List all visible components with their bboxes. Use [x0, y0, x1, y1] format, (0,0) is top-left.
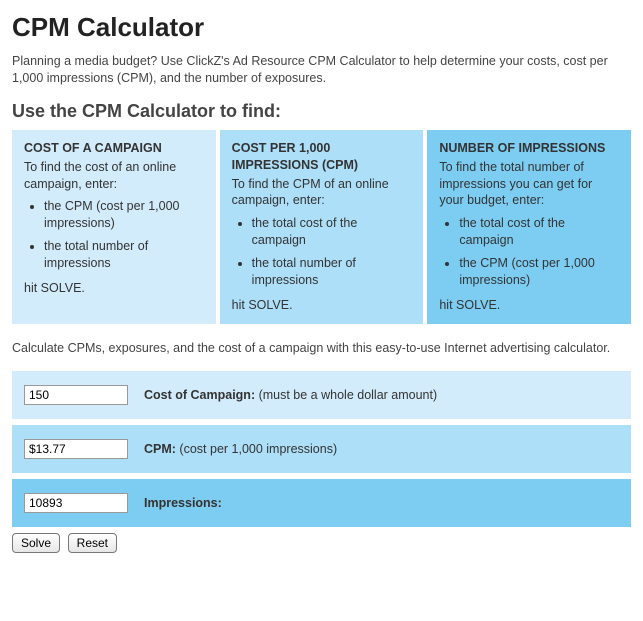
panel-impressions: NUMBER OF IMPRESSIONS To find the total … — [427, 130, 631, 324]
intro-text: Planning a media budget? Use ClickZ's Ad… — [12, 53, 631, 87]
cost-of-campaign-label: Cost of Campaign: (must be a whole dolla… — [144, 388, 437, 402]
cpm-input[interactable] — [24, 439, 128, 459]
panel-bullet: the total number of impressions — [44, 238, 204, 272]
reset-button[interactable]: Reset — [68, 533, 117, 553]
page-title: CPM Calculator — [12, 12, 631, 43]
panel-bullet: the CPM (cost per 1,000 impressions) — [44, 198, 204, 232]
panel-bullet: the total number of impressions — [252, 255, 412, 289]
impressions-label: Impressions: — [144, 496, 222, 510]
cpm-label: CPM: (cost per 1,000 impressions) — [144, 442, 337, 456]
panel-cost-of-campaign: COST OF A CAMPAIGN To find the cost of a… — [12, 130, 216, 324]
panel-footer: hit SOLVE. — [24, 280, 204, 297]
panel-desc: To find the CPM of an online campaign, e… — [232, 176, 412, 210]
button-row: Solve Reset — [12, 533, 631, 553]
row-cpm: CPM: (cost per 1,000 impressions) — [12, 425, 631, 473]
row-impressions: Impressions: — [12, 479, 631, 527]
panel-desc: To find the total number of impressions … — [439, 159, 619, 210]
panel-bullet: the total cost of the campaign — [252, 215, 412, 249]
panel-title: COST PER 1,000 IMPRESSIONS (CPM) — [232, 140, 412, 174]
panel-bullet: the total cost of the campaign — [459, 215, 619, 249]
solve-button[interactable]: Solve — [12, 533, 60, 553]
panel-bullet: the CPM (cost per 1,000 impressions) — [459, 255, 619, 289]
panel-footer: hit SOLVE. — [232, 297, 412, 314]
panel-desc: To find the cost of an online campaign, … — [24, 159, 204, 193]
panel-footer: hit SOLVE. — [439, 297, 619, 314]
subtitle: Use the CPM Calculator to find: — [12, 101, 631, 122]
calculator-intro: Calculate CPMs, exposures, and the cost … — [12, 340, 631, 357]
panel-cpm: COST PER 1,000 IMPRESSIONS (CPM) To find… — [220, 130, 424, 324]
cost-of-campaign-input[interactable] — [24, 385, 128, 405]
row-cost-of-campaign: Cost of Campaign: (must be a whole dolla… — [12, 371, 631, 419]
panel-title: NUMBER OF IMPRESSIONS — [439, 140, 619, 157]
info-panels: COST OF A CAMPAIGN To find the cost of a… — [12, 130, 631, 324]
panel-title: COST OF A CAMPAIGN — [24, 140, 204, 157]
impressions-input[interactable] — [24, 493, 128, 513]
